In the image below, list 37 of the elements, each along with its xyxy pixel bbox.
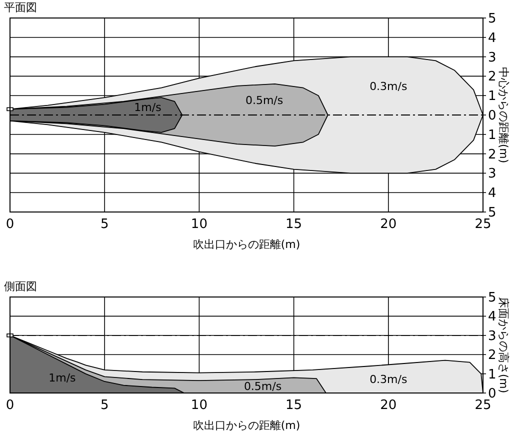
series-label: 0.3m/s bbox=[370, 372, 408, 386]
y-axis-title: 中心からの距離(m) bbox=[497, 66, 510, 164]
chart-title: 平面図 bbox=[4, 1, 37, 14]
x-tick-label: 5 bbox=[100, 217, 109, 232]
y-tick-label: 3 bbox=[488, 328, 496, 344]
x-tick-label: 20 bbox=[380, 217, 397, 232]
y-tick-label: 3 bbox=[488, 50, 496, 66]
series-label: 1m/s bbox=[48, 371, 76, 384]
x-tick-label: 0 bbox=[6, 398, 14, 413]
y-tick-label: 5 bbox=[488, 290, 496, 306]
series-label: 0.5m/s bbox=[244, 380, 282, 394]
y-tick-label: 0 bbox=[488, 108, 496, 124]
y-tick-label: 4 bbox=[488, 30, 496, 46]
chart-title: 側面図 bbox=[4, 280, 37, 293]
y-tick-label: 2 bbox=[488, 348, 496, 364]
y-tick-label: 1 bbox=[488, 367, 496, 382]
x-tick-label: 20 bbox=[380, 398, 397, 413]
y-tick-label: 4 bbox=[488, 310, 496, 325]
x-tick-label: 15 bbox=[286, 398, 302, 413]
x-tick-label: 5 bbox=[100, 398, 109, 413]
x-tick-label: 15 bbox=[286, 217, 302, 232]
x-axis-title: 吹出口からの距離(m) bbox=[192, 419, 300, 432]
y-tick-label: 2 bbox=[488, 70, 496, 85]
y-tick-label: 5 bbox=[488, 12, 496, 26]
x-tick-label: 0 bbox=[6, 217, 14, 232]
y-tick-label: 1 bbox=[488, 128, 496, 143]
y-tick-label: 3 bbox=[488, 166, 496, 182]
x-tick-label: 10 bbox=[190, 217, 208, 232]
series-label: 0.3m/s bbox=[370, 80, 408, 93]
series-label: 1m/s bbox=[134, 100, 162, 114]
x-axis-title: 吹出口からの距離(m) bbox=[192, 238, 300, 251]
y-tick-label: 4 bbox=[488, 186, 496, 202]
series-label: 0.5m/s bbox=[245, 94, 284, 107]
y-axis-title: 床面からの高さ(m) bbox=[497, 296, 510, 394]
y-tick-label: 1 bbox=[488, 89, 496, 104]
y-tick-label: 2 bbox=[488, 147, 496, 162]
x-tick-label: 10 bbox=[190, 398, 208, 413]
